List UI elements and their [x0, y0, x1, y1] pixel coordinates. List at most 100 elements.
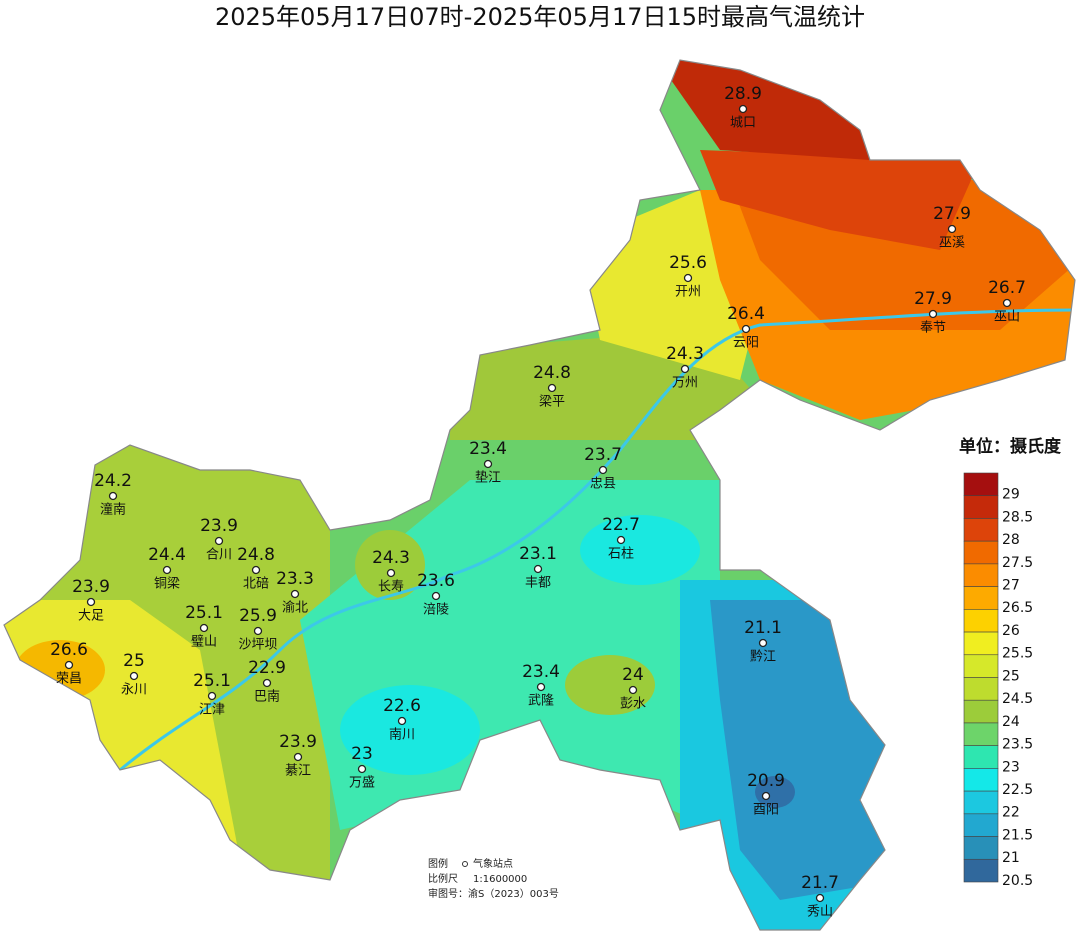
- station-name: 城口: [730, 116, 756, 131]
- station-marker: [108, 491, 118, 501]
- station-marker: [758, 638, 768, 648]
- station-marker: [928, 309, 938, 319]
- legend-label: 26: [1002, 623, 1020, 639]
- station-name: 江津: [199, 703, 225, 718]
- station-name: 万州: [672, 376, 698, 391]
- station-marker: [536, 682, 546, 692]
- legend-swatch: [963, 790, 999, 815]
- station-name: 黔江: [750, 650, 776, 665]
- station-marker: [386, 568, 396, 578]
- legend: 单位：摄氏度 29 28.5 28 27.5 27 26.5 26 25.5 25 24.5 24 2…: [959, 436, 1062, 889]
- station-marker: [262, 678, 272, 688]
- station-marker: [162, 565, 172, 575]
- station-name: 巴南: [254, 689, 280, 705]
- station-marker: [293, 752, 303, 762]
- station-value: 20.9: [747, 771, 785, 791]
- legend-title: 单位：摄氏度: [959, 436, 1062, 457]
- legend-swatch: [963, 858, 999, 883]
- station-value: 23.9: [72, 577, 110, 597]
- station-marker: [431, 591, 441, 601]
- station-value: 21.1: [744, 618, 782, 638]
- station-name: 云阳: [733, 336, 759, 351]
- legend-label: 24.5: [1002, 691, 1033, 707]
- legend-label: 28: [1002, 532, 1020, 548]
- legend-label: 22.5: [1002, 782, 1033, 798]
- station-name: 北碚: [243, 577, 269, 592]
- station-marker: [290, 589, 300, 599]
- station-marker: [616, 535, 626, 545]
- station-value: 23.3: [276, 569, 314, 589]
- legend-label: 21: [1002, 850, 1020, 866]
- station-name: 梁平: [539, 395, 565, 410]
- station-marker: [251, 565, 261, 575]
- station-marker: [598, 465, 608, 475]
- note-scale: 1:1600000: [473, 874, 527, 885]
- station-value: 24.8: [237, 545, 275, 565]
- station-name: 奉节: [920, 321, 946, 336]
- station-value: 24.4: [148, 545, 186, 565]
- legend-swatch: [963, 768, 999, 792]
- legend-swatch: [963, 722, 999, 746]
- station-name: 永川: [121, 683, 147, 698]
- legend-swatch: [963, 540, 999, 565]
- note-scale-label: 比例尺: [428, 872, 458, 885]
- station-name: 巫山: [994, 310, 1020, 325]
- note-approval: 审图号：渝S（2023）003号: [428, 887, 559, 900]
- station-value: 24.8: [533, 363, 571, 383]
- station-name: 沙坪坝: [238, 638, 277, 653]
- station-value: 25: [123, 651, 145, 671]
- station-marker: [533, 564, 543, 574]
- legend-label: 23: [1002, 759, 1020, 775]
- station-marker: [628, 685, 638, 695]
- legend-swatch: [963, 518, 999, 542]
- station-name: 巫溪: [939, 236, 965, 251]
- station-value: 23.4: [469, 439, 507, 459]
- legend-swatch: [963, 472, 999, 497]
- legend-label: 25.5: [1002, 646, 1033, 662]
- station-marker: [253, 626, 263, 636]
- legend-label: 23.5: [1002, 737, 1033, 753]
- station-value: 22.9: [248, 658, 286, 678]
- station-marker: [947, 224, 957, 234]
- station-marker: [86, 597, 96, 607]
- station-value: 24.3: [372, 548, 410, 568]
- station-value: 27.9: [914, 289, 952, 309]
- legend-swatch: [963, 609, 999, 633]
- station-name: 荣昌: [56, 672, 82, 687]
- station-value: 26.4: [727, 304, 765, 324]
- station-name: 石柱: [608, 547, 634, 562]
- station-value: 23: [351, 744, 373, 764]
- station-name: 酉阳: [753, 803, 779, 818]
- station-name: 合川: [206, 548, 232, 563]
- station-value: 26.7: [988, 278, 1026, 298]
- station-value: 27.9: [933, 204, 971, 224]
- station-marker: [761, 791, 771, 801]
- legend-swatch: [963, 745, 999, 769]
- legend-label: 24: [1002, 714, 1020, 730]
- station-name: 南川: [389, 727, 415, 743]
- map-notes: 图例 气象站点 比例尺 1:1600000 审图号：渝S（2023）003号: [428, 857, 559, 900]
- station-marker: [683, 273, 693, 283]
- station-marker: [207, 691, 217, 701]
- legend-swatch: [963, 677, 999, 701]
- station-value: 23.6: [417, 571, 455, 591]
- station-value: 24: [622, 665, 644, 685]
- station-name: 垫江: [475, 470, 501, 486]
- station-marker: [199, 623, 209, 633]
- station-value: 24.3: [666, 344, 704, 364]
- station-name: 长寿: [378, 580, 404, 595]
- station-value: 22.6: [383, 696, 421, 716]
- station-value: 23.1: [519, 544, 557, 564]
- station-value: 21.7: [801, 873, 839, 893]
- station-value: 23.7: [584, 445, 622, 465]
- boundary: [3, 59, 1076, 931]
- station-name: 武隆: [528, 694, 554, 709]
- legend-swatch: [963, 699, 999, 724]
- legend-label: 27.5: [1002, 555, 1033, 571]
- station-name: 潼南: [100, 502, 126, 518]
- station-value: 25.1: [193, 671, 231, 691]
- legend-label: 28.5: [1002, 509, 1033, 525]
- legend-swatch: [963, 495, 999, 519]
